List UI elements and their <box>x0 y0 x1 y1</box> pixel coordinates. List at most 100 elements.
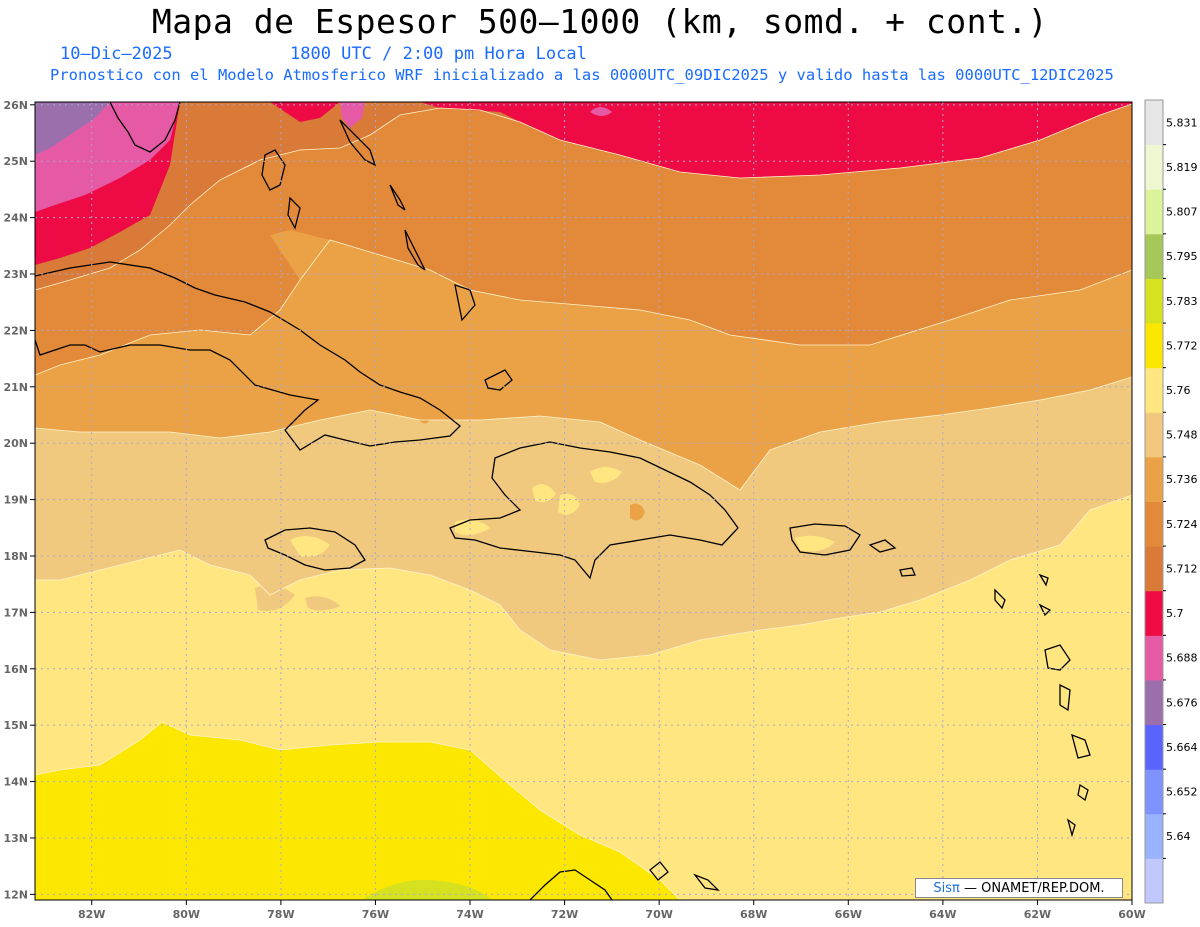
lat-tick-label: 19N <box>3 494 28 507</box>
colorbar-swatch <box>1145 189 1163 235</box>
colorbar-swatch <box>1145 858 1163 904</box>
colorbar-label: 5.795 <box>1166 250 1198 263</box>
lat-tick-label: 16N <box>3 663 28 676</box>
colorbar-label: 5.676 <box>1166 696 1198 709</box>
credit-text: — ONAMET/REP.DOM. <box>964 881 1105 896</box>
bahamas-2 <box>287 196 301 230</box>
colorbar-label: 5.831 <box>1166 116 1198 129</box>
colorbar: 5.64 5.652 5.664 5.676 5.688 5.7 5.712 5.724 5.7… <box>1144 99 1198 904</box>
lat-tick-label: 13N <box>3 832 28 845</box>
florida-coast <box>109 102 181 153</box>
lat-tick-label: 22N <box>3 324 28 337</box>
colorbar-swatch <box>1145 635 1163 681</box>
colorbar-label: 5.724 <box>1166 518 1198 531</box>
blob-jamaica <box>290 536 330 557</box>
lesser-antilles-3 <box>1071 733 1091 759</box>
aruba-curacao-2 <box>693 873 720 891</box>
band-5-783 <box>35 722 680 900</box>
colorbar-label: 5.772 <box>1166 339 1198 352</box>
colorbar-swatch <box>1145 769 1163 815</box>
colorbar-swatch <box>1145 456 1163 502</box>
lat-tick-label: 20N <box>3 437 28 450</box>
blob-cuba-orange <box>418 415 430 424</box>
lat-tick-label: 18N <box>3 550 28 563</box>
lesser-antilles-4 <box>1077 783 1089 802</box>
contour-lines <box>35 103 1132 900</box>
blob-hispaniola-2 <box>532 484 556 502</box>
colorbar-swatch <box>1145 546 1163 592</box>
lon-tick-label: 80W <box>173 908 200 921</box>
colorbar-label: 5.783 <box>1166 295 1198 308</box>
band-5-736-south <box>35 188 300 375</box>
cuba-coast <box>35 261 461 451</box>
lon-tick-label: 60W <box>1118 908 1145 921</box>
forecast-description: Pronostico con el Modelo Atmosferico WRF… <box>50 66 1114 84</box>
colorbar-label: 5.7 <box>1166 607 1184 620</box>
colorbar-swatch <box>1145 323 1163 369</box>
lon-tick-label: 74W <box>456 908 483 921</box>
bahamas-3 <box>339 119 377 167</box>
colorbar-swatch <box>1145 278 1163 324</box>
lon-tick-label: 64W <box>929 908 956 921</box>
colorbar-label: 5.748 <box>1166 429 1198 442</box>
band-5-712 <box>35 102 1132 265</box>
lesser-antilles-1 <box>1044 644 1071 671</box>
blob-hispaniola-3 <box>455 519 490 536</box>
forecast-date: 10—Dic—2025 <box>60 44 173 64</box>
lesser-antilles-6 <box>1038 573 1049 587</box>
virgin-islands <box>868 539 897 553</box>
colorbar-label: 5.736 <box>1166 473 1198 486</box>
colorbar-swatch <box>1145 233 1163 279</box>
lat-tick-label: 23N <box>3 268 28 281</box>
lat-tick-label: 25N <box>3 155 28 168</box>
lat-tick-label: 26N <box>3 99 28 112</box>
blob-5-7-north <box>340 102 365 128</box>
blob-hispaniola-1 <box>590 467 622 483</box>
blob-hispaniola-orange <box>630 503 645 521</box>
turks-caicos <box>484 369 513 391</box>
lon-tick-label: 62W <box>1024 908 1051 921</box>
venezuela-coast <box>529 869 613 900</box>
colorbar-swatch <box>1145 144 1163 190</box>
lesser-antilles-7 <box>994 588 1006 610</box>
colorbar-label: 5.807 <box>1166 206 1198 219</box>
lon-tick-label: 72W <box>551 908 578 921</box>
map-title: Mapa de Espesor 500—1000 (km, somd. + co… <box>151 2 1049 41</box>
puerto-rico-coast <box>789 523 861 556</box>
colorbar-label: 5.819 <box>1166 161 1198 174</box>
colorbar-swatch <box>1145 590 1163 636</box>
colorbar-swatch <box>1145 679 1163 726</box>
blob-pr <box>795 535 835 552</box>
map-frame <box>34 101 1133 901</box>
colorbar-label: 5.688 <box>1166 652 1198 665</box>
virgin-islands-2 <box>899 567 916 577</box>
colorbar-label: 5.652 <box>1166 785 1198 798</box>
colorbar-swatch <box>1145 367 1163 413</box>
blob-5-7-ne <box>590 107 612 116</box>
colorbar-label: 5.64 <box>1166 830 1191 843</box>
lat-tick-label: 12N <box>3 888 28 901</box>
map-grid <box>35 102 1132 900</box>
bahamas-4 <box>389 184 406 211</box>
jamaica-coast <box>264 527 366 571</box>
lat-tick-label: 24N <box>3 212 28 225</box>
lat-tick-label: 17N <box>3 606 28 619</box>
lon-tick-label: 82W <box>78 908 105 921</box>
lesser-antilles-8 <box>1038 603 1052 617</box>
hispaniola-coast <box>449 441 739 580</box>
lon-tick-label: 66W <box>835 908 862 921</box>
lesser-antilles-5 <box>1066 818 1076 838</box>
bahamas-5 <box>404 229 426 271</box>
band-5-795 <box>362 879 492 900</box>
map-fill-layer <box>35 102 1132 900</box>
lesser-antilles-2 <box>1059 683 1071 712</box>
lon-tick-label: 76W <box>362 908 389 921</box>
colorbar-swatch <box>1145 412 1163 458</box>
colorbar-swatch <box>1145 100 1163 146</box>
blob-hispaniola-4 <box>558 493 580 515</box>
colorbar-label: 5.712 <box>1166 562 1198 575</box>
credit-box: Sisπ — ONAMET/REP.DOM. <box>915 878 1123 898</box>
colorbar-label: 5.76 <box>1166 384 1191 397</box>
bahamas-1 <box>261 149 286 191</box>
